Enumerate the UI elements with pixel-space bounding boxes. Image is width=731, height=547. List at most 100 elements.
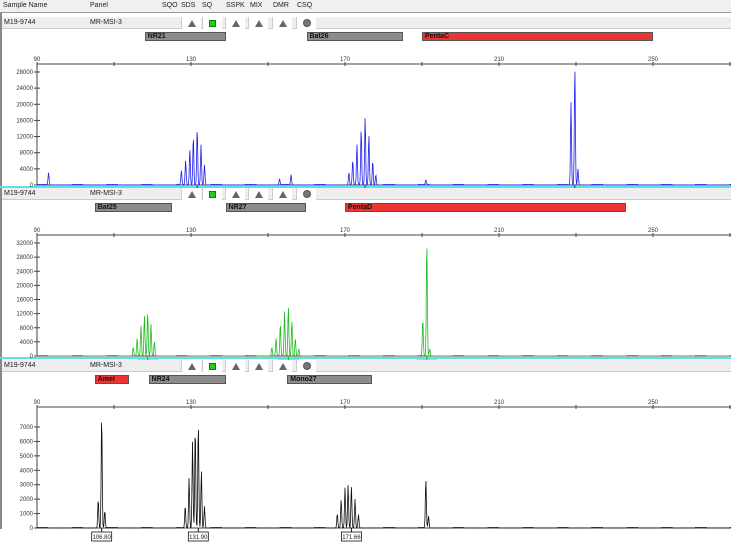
x-tick-label: 250	[648, 400, 659, 406]
quality-flag-cell[interactable]	[181, 17, 201, 29]
quality-flag-cell[interactable]	[225, 360, 245, 372]
marker-bin[interactable]: NR27	[225, 203, 307, 212]
quality-flag-cell[interactable]	[248, 188, 268, 200]
y-tick-label: 32000	[16, 241, 33, 247]
quality-flag-cell[interactable]	[272, 188, 292, 200]
circle-icon	[302, 190, 311, 198]
trace-plot: 90 130 170 210 250 0 1000 2000 3000 4000 5000 6000 7…	[20, 400, 731, 542]
quality-flag-cell[interactable]	[272, 360, 292, 372]
panel-name: MR-MSI-3	[90, 190, 122, 197]
trace-plot: 90 130 170 210 250 0 4000 8000 12000 16000 20000 24…	[16, 228, 731, 370]
trace-plot: 90 130 170 210 250 0 4000 8000 12000 16000 20000 24…	[16, 57, 731, 199]
x-tick-label: 170	[340, 57, 351, 63]
quality-flag-cell[interactable]	[296, 188, 316, 200]
col-csq[interactable]: CSQ	[297, 2, 313, 9]
triangle-icon	[187, 190, 196, 198]
electropherogram-panel: 90 130 170 210 250 0 1000 2000 3000 4000 5000 6000 7…	[0, 360, 731, 542]
y-tick-label: 8000	[20, 326, 34, 332]
triangle-icon	[231, 362, 240, 370]
quality-flag-cell[interactable]	[225, 188, 245, 200]
y-tick-label: 8000	[20, 151, 34, 157]
triangle-icon	[231, 19, 240, 27]
left-border	[0, 13, 2, 529]
sample-name: M19-9744	[4, 19, 36, 26]
x-tick-label: 130	[186, 400, 197, 406]
marker-bin[interactable]: Amel	[94, 375, 130, 384]
quality-flag-cell[interactable]	[296, 17, 316, 29]
y-tick-label: 24000	[16, 86, 33, 92]
sample-name: M19-9744	[4, 362, 36, 369]
marker-bin[interactable]: NR24	[148, 375, 226, 384]
y-tick-label: 28000	[16, 70, 33, 76]
sample-row[interactable]: M19-9744 MR-MSI-3	[2, 360, 731, 372]
col-sample-name[interactable]: Sample Name	[3, 2, 48, 9]
col-sds[interactable]: SDS	[181, 2, 196, 9]
quality-flag-cell[interactable]	[248, 360, 268, 372]
quality-flag-cell[interactable]	[181, 188, 201, 200]
triangle-icon	[254, 190, 263, 198]
marker-bin[interactable]: NR21	[144, 32, 226, 41]
panel-separator	[0, 357, 731, 359]
col-sspk[interactable]: SSPK	[226, 2, 245, 9]
x-tick-label: 130	[186, 57, 197, 63]
y-tick-label: 7000	[20, 425, 34, 431]
x-tick-label: 210	[494, 228, 505, 234]
trace-line	[36, 71, 731, 186]
quality-flag-cell[interactable]	[296, 360, 316, 372]
y-tick-label: 24000	[16, 269, 33, 275]
col-sqo[interactable]: SQO	[162, 2, 178, 9]
triangle-icon	[254, 19, 263, 27]
x-tick-label: 90	[34, 228, 41, 234]
col-dmr[interactable]: DMR	[273, 2, 289, 9]
quality-flag-cell[interactable]	[202, 188, 222, 200]
green-square-icon	[209, 190, 216, 198]
triangle-icon	[278, 19, 287, 27]
marker-bin[interactable]: Bat26	[306, 32, 403, 41]
y-tick-label: 0	[30, 354, 34, 360]
quality-flag-cell[interactable]	[225, 17, 245, 29]
col-panel[interactable]: Panel	[90, 2, 108, 9]
quality-flag-cell[interactable]	[202, 17, 222, 29]
electropherogram-panel: 90 130 170 210 250 0 4000 8000 12000 16000 20000 24…	[0, 17, 731, 199]
quality-flag-cell[interactable]	[248, 17, 268, 29]
sample-row[interactable]: M19-9744 MR-MSI-3	[2, 17, 731, 29]
quality-flag-cell[interactable]	[202, 360, 222, 372]
peak-size-label: 131.90	[189, 535, 208, 541]
sample-row[interactable]: M19-9744 MR-MSI-3	[2, 188, 731, 200]
quality-flag-cell[interactable]	[272, 17, 292, 29]
marker-bin[interactable]: Mono27	[287, 375, 372, 384]
y-tick-label: 12000	[16, 312, 33, 318]
triangle-icon	[187, 19, 196, 27]
y-tick-label: 12000	[16, 135, 33, 141]
x-tick-label: 210	[494, 57, 505, 63]
marker-bin[interactable]: PentaC	[422, 32, 653, 41]
quality-flag-cell[interactable]	[181, 360, 201, 372]
x-tick-label: 90	[34, 57, 41, 63]
circle-icon	[302, 19, 311, 27]
triangle-icon	[187, 362, 196, 370]
x-tick-label: 210	[494, 400, 505, 406]
triangle-icon	[231, 190, 240, 198]
green-square-icon	[209, 19, 216, 27]
y-tick-label: 4000	[20, 340, 34, 346]
col-mix[interactable]: MIX	[250, 2, 263, 9]
green-square-icon	[209, 362, 216, 370]
marker-bin[interactable]: Bat25	[94, 203, 172, 212]
y-tick-label: 0	[30, 183, 34, 189]
panel-name: MR-MSI-3	[90, 19, 122, 26]
y-tick-label: 20000	[16, 102, 33, 108]
electropherogram-panel: 90 130 170 210 250 0 4000 8000 12000 16000 20000 24…	[0, 188, 731, 370]
y-tick-label: 1000	[20, 512, 34, 518]
column-header: Sample Name Panel SQO SDS SQ SSPK MIX DM…	[0, 0, 731, 13]
y-tick-label: 6000	[20, 439, 34, 445]
y-tick-label: 5000	[20, 454, 34, 460]
col-sq[interactable]: SQ	[202, 2, 213, 9]
sample-name: M19-9744	[4, 190, 36, 197]
marker-bin[interactable]: PentaD	[345, 203, 627, 212]
x-tick-label: 250	[648, 57, 659, 63]
peak-size-label: 171.66	[342, 535, 361, 541]
y-tick-label: 28000	[16, 255, 33, 261]
trace-line	[36, 248, 731, 357]
y-tick-label: 2000	[20, 497, 34, 503]
panel-name: MR-MSI-3	[90, 362, 122, 369]
